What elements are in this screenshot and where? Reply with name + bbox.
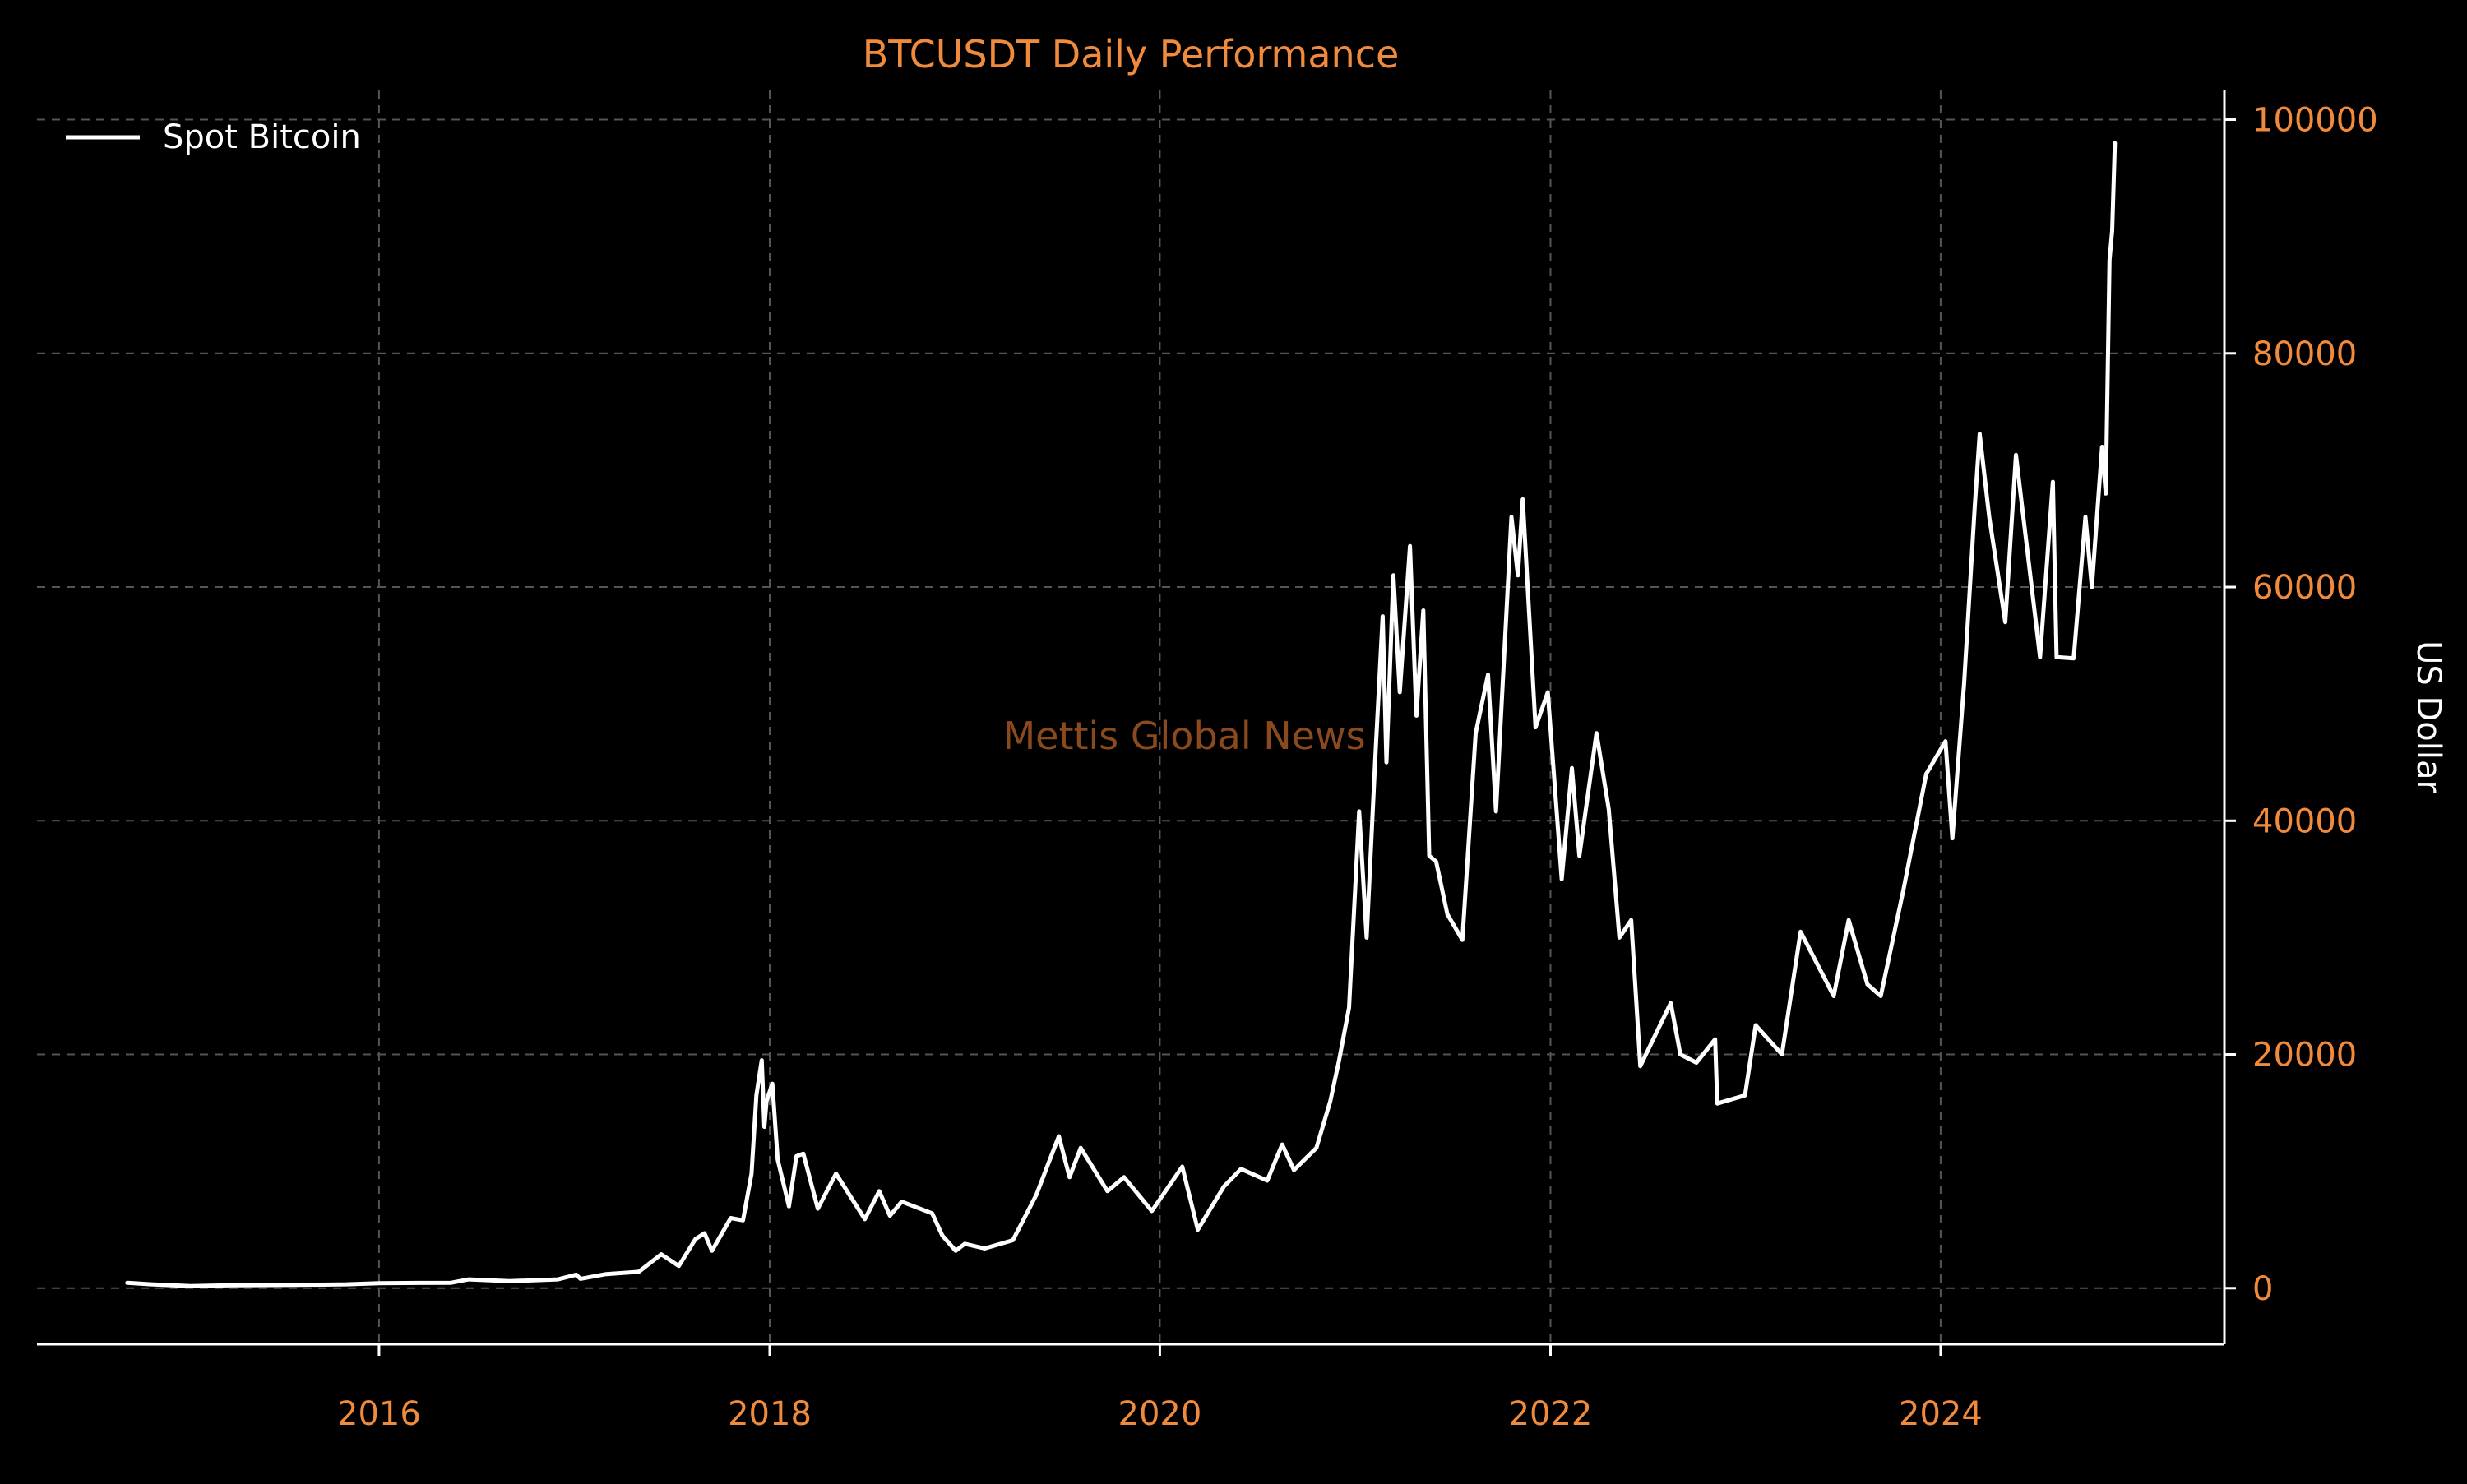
y-axis-label: US Dollar	[2409, 640, 2447, 793]
y-tick-label: 20000	[2252, 1037, 2357, 1075]
x-tick-label: 2018	[728, 1395, 812, 1433]
chart-title: BTCUSDT Daily Performance	[863, 32, 1400, 76]
x-tick-label: 2022	[1509, 1395, 1593, 1433]
legend-label: Spot Bitcoin	[163, 118, 361, 156]
y-tick-label: 60000	[2252, 569, 2357, 607]
y-tick-label: 40000	[2252, 802, 2357, 840]
series-line-spot-bitcoin	[125, 141, 2118, 1288]
y-tick-label: 100000	[2252, 102, 2378, 140]
watermark-text: Mettis Global News	[1002, 714, 1365, 758]
x-tick-label: 2024	[1899, 1395, 1983, 1433]
legend: Spot Bitcoin	[66, 118, 361, 156]
ticks-layer: 2016 2018 2020 2022 2024 0 20000 40000 60000 8000…	[337, 102, 2378, 1433]
x-tick-label: 2016	[337, 1395, 421, 1433]
y-tick-label: 0	[2252, 1270, 2273, 1308]
x-tick-label: 2020	[1118, 1395, 1202, 1433]
axes-layer	[37, 90, 2226, 1346]
y-tick-label: 80000	[2252, 335, 2357, 373]
